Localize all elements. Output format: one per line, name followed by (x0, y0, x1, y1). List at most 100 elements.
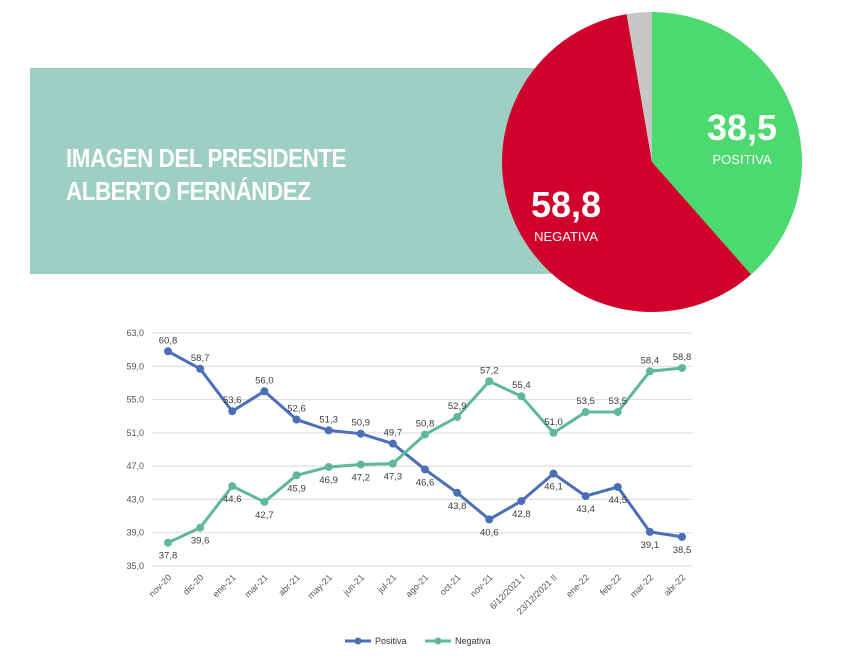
data-label-positiva: 46,1 (544, 482, 563, 493)
data-label-positiva: 53,6 (223, 395, 242, 406)
pie-slice-positiva (652, 12, 802, 275)
data-point-positiva (678, 532, 686, 541)
data-point-positiva (421, 465, 429, 474)
data-label-negativa: 46,9 (319, 475, 338, 486)
x-tick-label: abr-21 (276, 572, 301, 597)
data-point-negativa (581, 408, 590, 417)
data-label-negativa: 50,8 (416, 419, 435, 430)
data-point-positiva (324, 426, 333, 435)
data-point-negativa (645, 367, 654, 376)
y-tick-label: 55,0 (126, 395, 144, 405)
y-axis-ticks: 63,0 59,0 55,0 51,0 47,0 43,0 39,0 35,0 (126, 328, 144, 571)
data-label-negativa: 58,4 (641, 355, 660, 366)
x-tick-label: mar-21 (243, 572, 270, 599)
pie-slice-negativa (502, 14, 752, 312)
legend-marker-negativa (434, 637, 442, 645)
chart-grid (152, 332, 692, 567)
data-label-negativa: 44,6 (223, 494, 242, 505)
data-point-positiva (388, 439, 397, 448)
data-point-negativa (517, 392, 526, 401)
chart-legend: Positiva Negativa (345, 636, 491, 646)
data-label-negativa: 42,7 (255, 510, 274, 521)
data-point-negativa (613, 408, 622, 417)
data-point-negativa (324, 462, 333, 471)
title-line-2: ALBERTO FERNÁNDEZ (66, 176, 311, 206)
data-point-negativa (485, 377, 494, 386)
data-point-positiva (196, 364, 205, 373)
data-label-positiva: 58,7 (191, 353, 210, 364)
y-tick-label: 47,0 (126, 461, 144, 471)
data-label-negativa: 55,4 (512, 380, 531, 391)
data-point-positiva (581, 492, 590, 501)
data-point-positiva (645, 527, 654, 536)
data-point-negativa (421, 430, 429, 439)
data-point-positiva (485, 515, 494, 524)
data-point-positiva (549, 469, 558, 478)
data-point-negativa (196, 523, 205, 532)
series-line-positiva (167, 349, 683, 539)
data-point-positiva (292, 415, 301, 424)
series-points (164, 347, 686, 547)
x-tick-label: mar-22 (628, 572, 655, 599)
data-label-positiva: 43,8 (448, 501, 467, 512)
y-tick-label: 35,0 (126, 561, 144, 571)
data-label-positiva: 38,5 (673, 545, 692, 556)
legend-label-negativa: Negativa (455, 636, 491, 646)
y-tick-label: 63,0 (126, 328, 144, 338)
data-label-positiva: 50,9 (352, 418, 371, 429)
data-label-negativa: 37,8 (159, 551, 178, 562)
data-point-negativa (164, 538, 172, 547)
x-tick-label: oct-21 (438, 572, 463, 597)
page-title: IMAGEN DEL PRESIDENTE ALBERTO FERNÁNDEZ (66, 142, 346, 208)
data-label-negativa: 52,9 (448, 401, 467, 412)
data-point-positiva (356, 429, 365, 438)
data-point-positiva (453, 488, 462, 497)
negative-label: NEGATIVA (534, 229, 598, 244)
data-label-negativa: 51,0 (544, 417, 563, 428)
data-label-negativa: 57,2 (480, 365, 499, 376)
data-label-negativa: 58,8 (673, 352, 692, 363)
data-label-negativa: 45,9 (287, 483, 306, 494)
y-tick-label: 43,0 (126, 494, 144, 504)
data-point-positiva (517, 497, 526, 506)
series-line-negativa (167, 366, 683, 545)
data-label-positiva: 51,3 (319, 414, 338, 425)
pie-slice-other (626, 12, 652, 162)
x-tick-label: ago-21 (404, 572, 431, 599)
data-label-positiva: 60,8 (159, 335, 178, 346)
data-point-negativa (549, 428, 558, 437)
data-label-positiva: 39,1 (641, 540, 660, 551)
data-point-negativa (356, 460, 365, 469)
title-banner (30, 68, 590, 274)
data-label-negativa: 47,2 (352, 472, 371, 483)
data-point-negativa (228, 482, 237, 491)
data-point-negativa (388, 459, 397, 468)
data-point-positiva (228, 407, 237, 416)
data-point-negativa (292, 471, 301, 480)
positive-value-label: 38,5 (707, 107, 777, 148)
data-label-positiva: 44,5 (609, 495, 628, 506)
data-label-positiva: 52,6 (287, 404, 306, 415)
data-label-negativa: 47,3 (384, 472, 403, 483)
data-point-positiva (613, 482, 622, 491)
positive-label: POSITIVA (713, 152, 772, 167)
data-label-positiva: 42,8 (512, 509, 531, 520)
x-tick-label: ene-21 (211, 572, 238, 599)
data-label-positiva: 40,6 (480, 527, 499, 538)
x-tick-label: feb-22 (598, 572, 623, 597)
title-line-1: IMAGEN DEL PRESIDENTE (66, 143, 347, 173)
data-point-positiva (164, 347, 172, 356)
data-point-positiva (260, 387, 269, 396)
x-axis-ticks: nov-20 dic-20 ene-21 mar-21 abr-21 may-21 jun-… (147, 572, 688, 616)
data-label-positiva: 46,6 (416, 477, 435, 488)
x-tick-label: nov-21 (468, 572, 495, 599)
x-tick-label: ene-22 (564, 572, 591, 599)
data-label-positiva: 56,0 (255, 375, 274, 386)
legend-label-positiva: Positiva (375, 636, 407, 646)
y-tick-label: 39,0 (126, 528, 144, 538)
data-label-negativa: 53,5 (609, 396, 628, 407)
x-tick-label: abr-22 (662, 572, 687, 597)
pie-chart: 38,5 POSITIVA 58,8 NEGATIVA (502, 12, 802, 312)
data-label-positiva: 49,7 (384, 428, 403, 439)
